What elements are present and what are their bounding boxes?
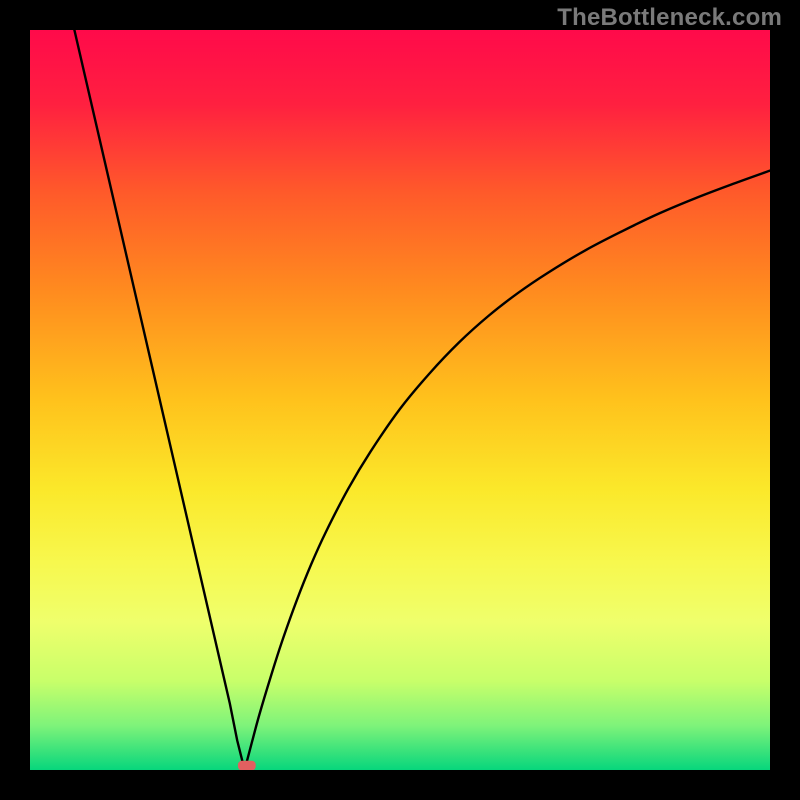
plot-background: [30, 30, 770, 770]
plot-svg: [30, 30, 770, 770]
plot-area: [30, 30, 770, 770]
vertex-marker: [238, 761, 256, 770]
chart-frame: TheBottleneck.com: [0, 0, 800, 800]
watermark-label: TheBottleneck.com: [557, 4, 782, 32]
